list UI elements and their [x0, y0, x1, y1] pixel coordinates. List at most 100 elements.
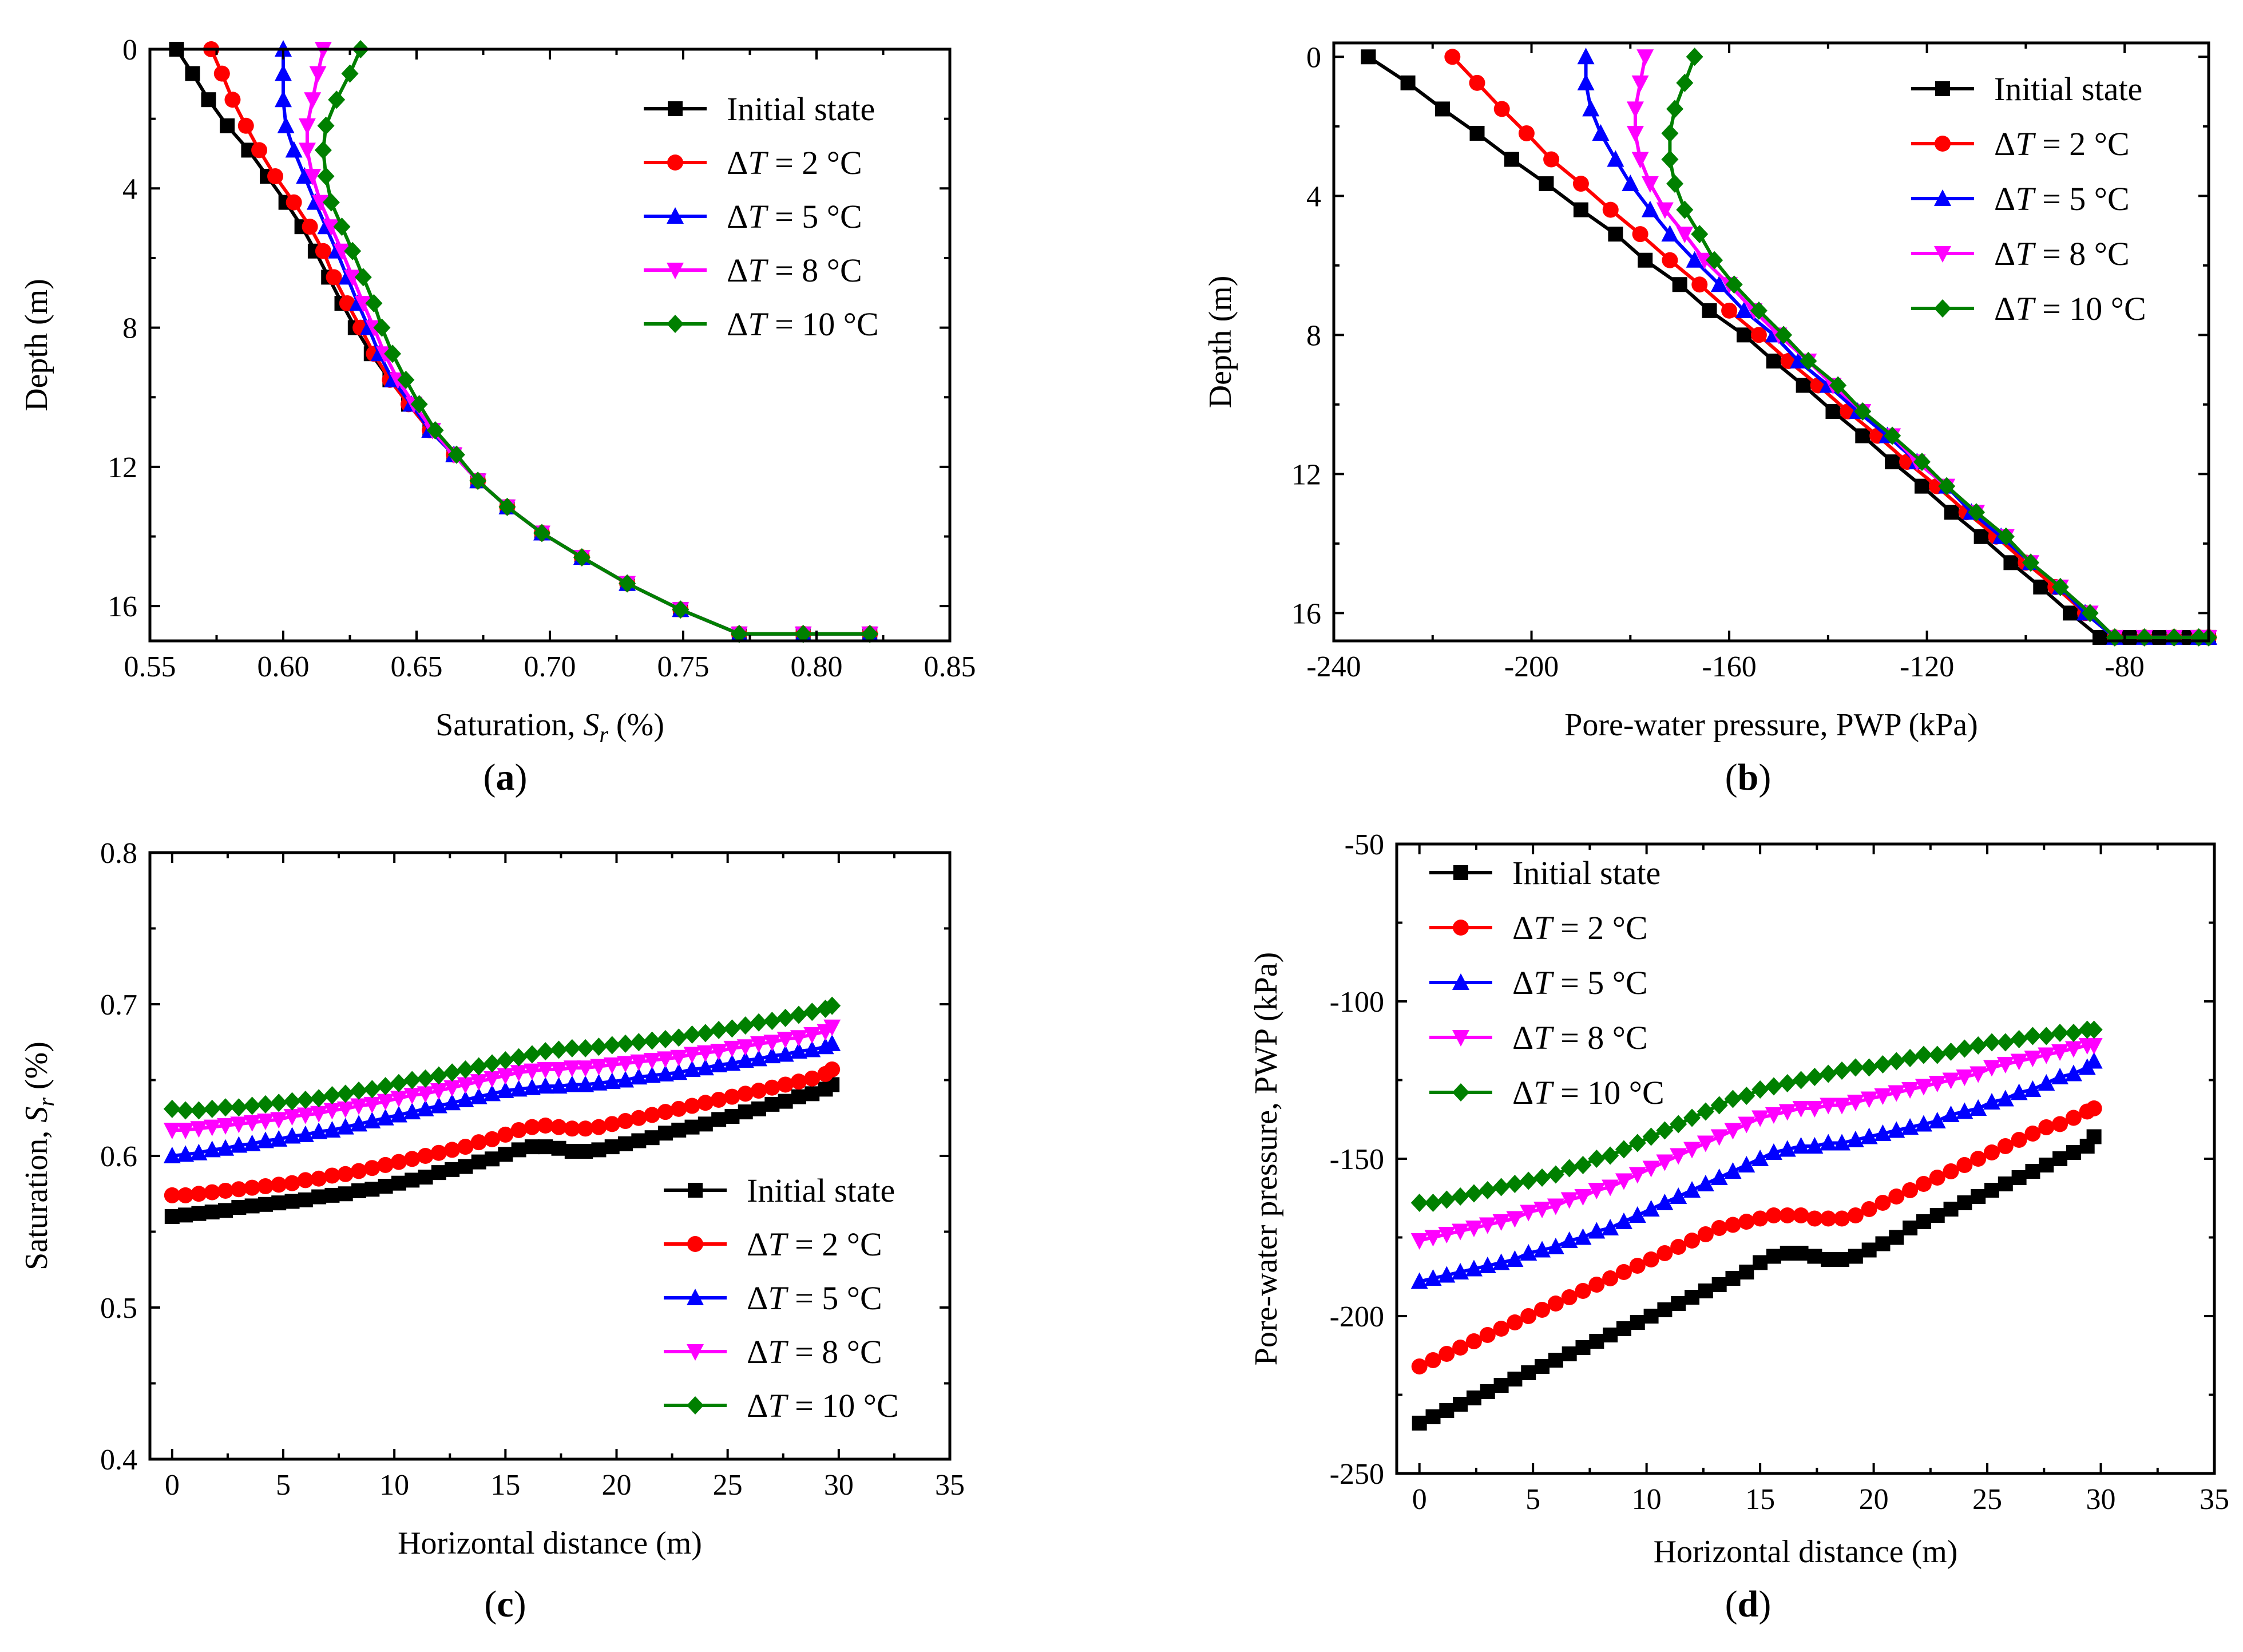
- legend-label: ΔT = 5 °C: [1512, 964, 1648, 1001]
- data-point: [1956, 1069, 1973, 1086]
- data-point: [1751, 1110, 1769, 1127]
- series-d-4: [1410, 1020, 2103, 1212]
- data-point: [1793, 1246, 1809, 1261]
- data-point: [1588, 1222, 1606, 1239]
- series-c-4: [163, 996, 841, 1120]
- legend-item: ΔT = 5 °C: [1429, 964, 1648, 1001]
- data-point: [351, 1163, 367, 1179]
- y-axis-label: Depth (m): [1203, 276, 1238, 409]
- data-point: [510, 1122, 527, 1138]
- x-tick-label: 10: [379, 1469, 409, 1502]
- data-point: [378, 1179, 393, 1194]
- data-point: [2051, 577, 2069, 596]
- legend-marker: [1453, 920, 1469, 936]
- legend-label: ΔT = 10 °C: [727, 306, 879, 343]
- data-point: [185, 66, 200, 81]
- legend-item: ΔT = 2 °C: [1911, 125, 2130, 163]
- data-point: [1670, 1115, 1687, 1134]
- y-axis-label: Depth (m): [19, 279, 54, 411]
- data-point: [304, 92, 322, 109]
- data-point: [1820, 1134, 1837, 1151]
- y-tick-label: 16: [1291, 597, 1321, 630]
- data-point: [1603, 1328, 1618, 1342]
- legend-marker: [1934, 189, 1951, 206]
- data-point: [191, 1186, 207, 1202]
- x-tick-label: 15: [490, 1469, 520, 1502]
- data-point: [271, 1195, 287, 1211]
- data-point: [430, 1083, 447, 1100]
- data-point: [470, 1134, 487, 1151]
- data-point: [1683, 1108, 1701, 1127]
- data-point: [1452, 1340, 1469, 1356]
- data-point: [2024, 1027, 2042, 1045]
- x-tick-label: 30: [824, 1469, 854, 1502]
- data-point: [1671, 1296, 1686, 1311]
- data-point: [763, 1035, 781, 1052]
- data-point: [1967, 503, 1985, 522]
- data-point: [1697, 1102, 1714, 1121]
- data-point: [417, 1099, 434, 1116]
- data-point: [670, 1049, 688, 1067]
- data-point: [1971, 1189, 1986, 1204]
- legend-item: ΔT = 5 °C: [1911, 180, 2130, 217]
- data-point: [243, 1115, 261, 1132]
- data-point: [698, 1116, 713, 1132]
- data-point: [1686, 47, 1703, 66]
- data-point: [1725, 1217, 1741, 1233]
- data-point: [230, 1116, 248, 1134]
- data-point: [1738, 1087, 1755, 1105]
- data-point: [2085, 1038, 2103, 1055]
- data-point: [1465, 1221, 1483, 1237]
- data-point: [776, 1008, 794, 1027]
- data-point: [1806, 1068, 1824, 1086]
- data-point: [1493, 101, 1510, 117]
- data-point: [603, 1036, 621, 1055]
- data-point: [590, 1073, 608, 1091]
- x-axis-label: Saturation, Sr (%): [435, 707, 664, 747]
- x-tick-label: 35: [935, 1469, 965, 1502]
- data-point: [1425, 1409, 1441, 1424]
- legend-item: ΔT = 10 °C: [1429, 1074, 1665, 1111]
- data-point: [2038, 1074, 2055, 1091]
- data-point: [2064, 1024, 2082, 1042]
- legend-item: Initial state: [644, 90, 875, 128]
- data-point: [1779, 1207, 1796, 1223]
- data-point: [805, 1086, 820, 1102]
- data-point: [631, 1133, 647, 1148]
- data-point: [1766, 1249, 1781, 1264]
- data-point: [630, 1054, 648, 1071]
- data-point: [1533, 1202, 1551, 1218]
- data-point: [1630, 1315, 1645, 1330]
- data-point: [363, 1080, 381, 1099]
- data-point: [1751, 1150, 1769, 1166]
- legend-marker: [667, 207, 684, 224]
- data-point: [417, 1069, 434, 1088]
- data-point: [1901, 1082, 1919, 1099]
- data-point: [823, 996, 841, 1015]
- x-tick-label: 30: [2086, 1483, 2116, 1516]
- data-point: [296, 1090, 314, 1109]
- data-point: [177, 1122, 195, 1139]
- x-tick-label: 0.60: [257, 651, 310, 683]
- data-point: [1479, 1257, 1496, 1273]
- data-point: [1888, 1189, 1905, 1205]
- data-point: [270, 1094, 288, 1112]
- data-point: [430, 1144, 447, 1161]
- data-point: [191, 1206, 207, 1221]
- data-point: [296, 1107, 314, 1124]
- data-point: [1628, 1167, 1646, 1184]
- data-point: [1901, 1049, 1919, 1067]
- data-point: [1710, 275, 1728, 292]
- data-point: [1560, 1159, 1578, 1178]
- data-point: [336, 1118, 354, 1135]
- data-point: [1534, 1302, 1551, 1318]
- data-point: [1411, 1358, 1428, 1374]
- legend-label: ΔT = 10 °C: [1512, 1074, 1665, 1111]
- x-tick-label: 35: [2200, 1483, 2229, 1516]
- data-point: [2010, 1083, 2028, 1100]
- data-point: [1820, 1064, 1837, 1083]
- data-point: [310, 1106, 328, 1123]
- data-point: [523, 1078, 541, 1095]
- legend-item: ΔT = 8 °C: [644, 252, 862, 289]
- data-point: [1997, 527, 2015, 546]
